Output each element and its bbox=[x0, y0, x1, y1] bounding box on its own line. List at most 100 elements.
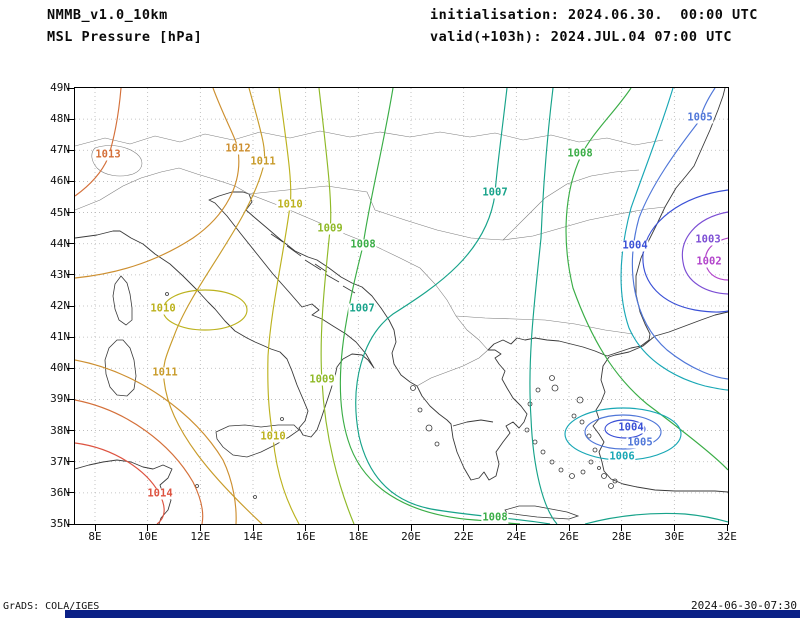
lat-tick-label: 45N bbox=[50, 205, 70, 219]
lon-tick-label: 16E bbox=[295, 530, 316, 543]
lon-tick-label: 18E bbox=[348, 530, 369, 543]
lat-tick-label: 48N bbox=[50, 112, 70, 126]
isobar-label-1008: 1008 bbox=[566, 147, 594, 160]
border-line bbox=[75, 130, 664, 147]
lat-tick-mark bbox=[67, 523, 74, 525]
lon-tick-mark bbox=[357, 525, 359, 531]
isobar-1004-closed bbox=[604, 419, 646, 439]
isobar-1003 bbox=[681, 211, 728, 295]
lon-tick-mark bbox=[305, 525, 307, 531]
model-title: NMMB_v1.0_10km bbox=[47, 7, 168, 23]
adriatic-islands bbox=[270, 233, 356, 294]
lon-tick-mark bbox=[515, 525, 517, 531]
lon-tick-label: 14E bbox=[243, 530, 263, 543]
border-line bbox=[75, 167, 250, 211]
lon-tick-label: 28E bbox=[611, 530, 632, 543]
island bbox=[425, 424, 433, 432]
isobar-1008 bbox=[565, 88, 728, 471]
lat-tick-mark bbox=[67, 212, 74, 214]
border-line bbox=[416, 349, 489, 387]
coastline-turkey-west bbox=[592, 335, 728, 493]
isobar-label-1010: 1010 bbox=[149, 302, 177, 315]
islands bbox=[104, 233, 618, 520]
lon-tick-mark bbox=[94, 525, 96, 531]
island-corsica bbox=[112, 275, 133, 326]
lat-tick-mark bbox=[67, 430, 74, 432]
isobar-label-1008: 1008 bbox=[481, 511, 509, 524]
lat-tick-label: 38N bbox=[50, 423, 70, 437]
island bbox=[540, 449, 546, 455]
lat-tick-label: 42N bbox=[50, 299, 70, 312]
island-sicily bbox=[215, 424, 300, 458]
island bbox=[280, 417, 284, 421]
island bbox=[417, 407, 423, 413]
island bbox=[579, 419, 585, 425]
island bbox=[571, 413, 577, 419]
island bbox=[569, 473, 575, 479]
lat-tick-mark bbox=[67, 149, 74, 151]
lat-tick-label: 37N bbox=[50, 454, 70, 468]
lat-tick-mark bbox=[67, 367, 74, 369]
isobar-label-1003: 1003 bbox=[694, 233, 722, 246]
coastlines bbox=[75, 88, 728, 524]
lat-tick-label: 41N bbox=[50, 330, 70, 344]
island-corfu bbox=[410, 385, 416, 391]
grads-credit: GrADS: COLA/IGES bbox=[3, 601, 100, 612]
island bbox=[597, 466, 601, 470]
lat-tick-label: 39N bbox=[50, 392, 70, 406]
coastline-europe-mediterranean bbox=[75, 88, 726, 481]
isobar-1009 bbox=[318, 88, 355, 524]
pressure-map-svg bbox=[75, 88, 728, 524]
isobar-1012 bbox=[75, 88, 240, 279]
border-line bbox=[502, 169, 640, 241]
border-line bbox=[91, 145, 143, 177]
island-crete bbox=[504, 505, 580, 520]
isobar-label-1010: 1010 bbox=[276, 198, 304, 211]
isobar-label-1011: 1011 bbox=[151, 366, 179, 379]
lat-tick-mark bbox=[67, 180, 74, 182]
island bbox=[532, 439, 538, 445]
lon-tick-mark bbox=[463, 525, 465, 531]
valid-time-label: valid(+103h): 2024.JUL.04 07:00 UTC bbox=[430, 29, 732, 45]
isobar-label-1014: 1014 bbox=[146, 487, 174, 500]
isobar-1005-closed bbox=[584, 414, 662, 450]
isobar-1010-closed bbox=[162, 289, 248, 331]
island bbox=[165, 292, 169, 296]
lon-tick-label: 22E bbox=[453, 530, 474, 543]
island bbox=[549, 459, 555, 465]
lat-tick-mark bbox=[67, 336, 74, 338]
lon-tick-label: 26E bbox=[559, 530, 579, 543]
isobar-1013 bbox=[75, 88, 122, 197]
lon-tick-label: 12E bbox=[190, 530, 211, 543]
island bbox=[253, 495, 257, 499]
isobar-label-1005: 1005 bbox=[626, 436, 654, 449]
gulf-of-corinth bbox=[452, 419, 494, 427]
lon-tick-label: 24E bbox=[506, 530, 527, 543]
lon-tick-label: 32E bbox=[717, 530, 737, 543]
lat-tick-mark bbox=[67, 305, 74, 307]
isobar-1014 bbox=[75, 442, 165, 524]
island bbox=[549, 375, 555, 381]
isobar-1007 bbox=[529, 88, 558, 524]
island bbox=[612, 478, 618, 484]
island bbox=[580, 469, 586, 475]
island bbox=[434, 441, 440, 447]
island bbox=[535, 387, 541, 393]
isobar-label-1007: 1007 bbox=[348, 302, 376, 315]
grid-layer bbox=[75, 88, 728, 524]
isobar-1006 bbox=[620, 88, 728, 391]
border-line bbox=[419, 267, 489, 351]
bottom-bar bbox=[65, 610, 800, 618]
border-line bbox=[455, 315, 634, 335]
lat-tick-mark bbox=[67, 274, 74, 276]
isobar-label-1013: 1013 bbox=[94, 148, 122, 161]
isobar-label-1009: 1009 bbox=[316, 222, 344, 235]
isobar-label-1002: 1002 bbox=[695, 255, 723, 268]
isobar-label-1009: 1009 bbox=[308, 373, 336, 386]
lon-tick-mark bbox=[199, 525, 201, 531]
lat-tick-mark bbox=[67, 243, 74, 245]
border-line bbox=[248, 185, 376, 211]
coastline-tunisia bbox=[75, 459, 173, 524]
isobar-1006-closed bbox=[564, 407, 682, 461]
